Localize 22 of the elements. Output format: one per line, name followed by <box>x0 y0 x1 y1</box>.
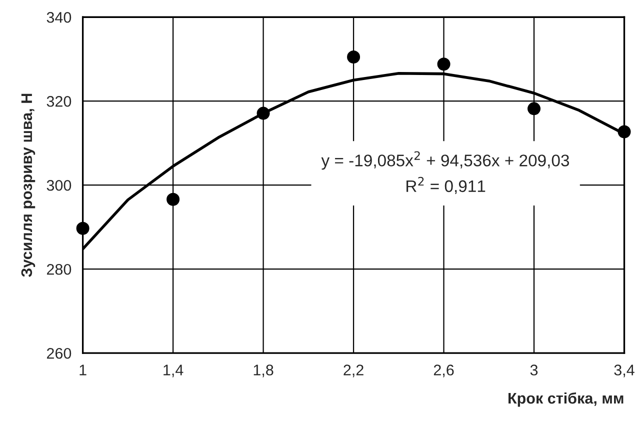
y-tick-label: 260 <box>46 348 72 359</box>
point <box>256 106 270 120</box>
point <box>166 192 180 206</box>
y-tick-label: 320 <box>46 96 72 107</box>
point <box>76 222 90 235</box>
y-axis-title: Зусилля розриву шва, Н <box>21 94 36 278</box>
point <box>618 125 631 138</box>
y-tick-label: 300 <box>46 180 72 191</box>
x-tick-label: 1,8 <box>254 364 274 378</box>
x-tick-label: 2,6 <box>434 364 454 378</box>
y-tick-label: 340 <box>46 12 72 23</box>
point <box>347 50 360 64</box>
x-tick-label: 1,4 <box>164 364 184 378</box>
x-tick-label: 3 <box>530 364 538 376</box>
y-tick-label: 280 <box>46 264 72 275</box>
annotation: y = -19,085x$^{2}$ + 94,536x + 209,03 R$^{2}$ = 0,911 <box>321 151 570 194</box>
x-tick-label: 3,4 <box>614 364 634 378</box>
point <box>437 58 450 71</box>
x-tick-label: 2,2 <box>344 364 364 378</box>
x-tick-label: 1 <box>80 364 86 376</box>
point <box>528 102 541 116</box>
x-axis-title: Крок стібка, мм <box>508 392 624 407</box>
